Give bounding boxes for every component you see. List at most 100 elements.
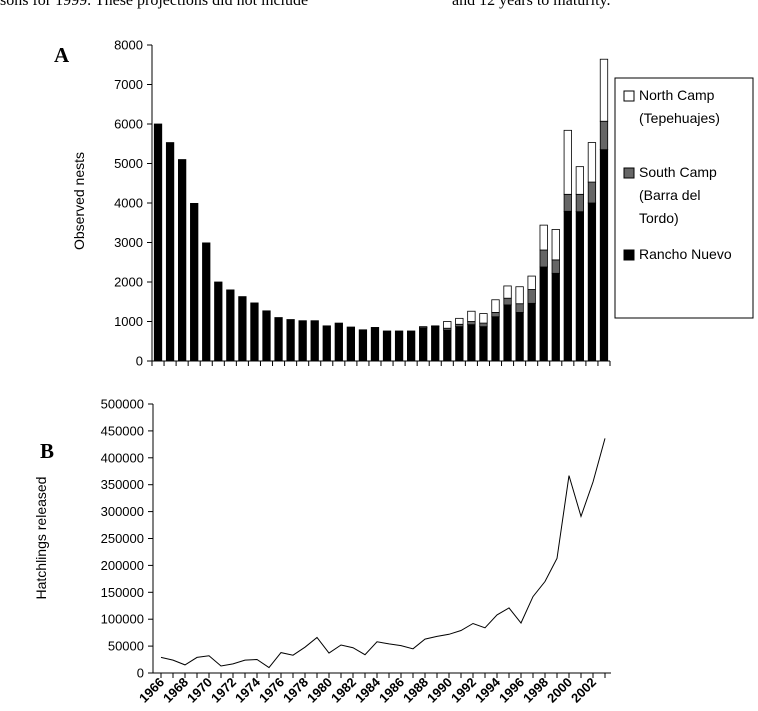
chart-b-x-tick-label: 1976 [256,675,287,706]
chart-a-legend: North Camp (Tepehuajes) South Camp (Barra d… [614,77,754,319]
bar-rancho-nuevo [334,322,343,362]
bar-rancho-nuevo [394,330,404,362]
bar-rancho-nuevo [286,319,295,362]
legend-swatch-north-camp [623,90,635,102]
bar-rancho-nuevo [406,330,416,362]
chart-a-y-tick-label: 3000 [114,235,143,250]
chart-a-nests: A Observed nests 0 1000 2000 3000 4000 5000 60… [54,38,754,369]
chart-b-y-tick-label: 500000 [101,397,144,412]
panel-label-b: B [40,439,54,463]
chart-b-x-tick-label: 1982 [328,675,359,706]
page-text-left: sons for 1999. These projections did not… [0,0,309,9]
chart-a-y-tick-label: 1000 [114,314,143,329]
bar-south-camp [491,312,500,318]
bar-rancho-nuevo [262,310,271,362]
bar-rancho-nuevo [563,210,572,362]
bar-rancho-nuevo [587,202,597,362]
bar-north-camp [575,166,585,195]
chart-b-x-tick-label: 1992 [448,675,479,706]
bar-rancho-nuevo [202,242,211,362]
bar-south-camp [599,120,609,151]
bar-north-camp [455,317,464,325]
bar-rancho-nuevo [431,326,440,362]
bar-south-camp [587,181,597,204]
chart-b-x-tick-label: 1986 [376,675,407,706]
bar-south-camp [551,259,560,274]
legend-label-north-camp: North Camp (Tepehuajes) [639,87,720,126]
bar-rancho-nuevo [382,330,392,362]
chart-b-x-tick-label: 1998 [520,675,551,706]
chart-a-y-tick-label: 0 [136,354,143,369]
chart-b-x-tick-label: 1990 [424,675,455,706]
bar-north-camp [539,224,548,251]
chart-b-y-tick-label: 250000 [101,531,144,546]
chart-b-y-tick-label: 400000 [101,450,144,465]
chart-b-x-tick-label: 1994 [472,674,504,706]
chart-b-x-tick-label: 1970 [184,675,215,706]
legend-label-south-camp: South Camp (Barra del Tordo) [639,164,717,226]
chart-b-y-tick-label: 200000 [101,558,144,573]
bar-north-camp [563,129,572,195]
bar-rancho-nuevo [153,123,163,362]
bar-rancho-nuevo [515,312,524,362]
chart-b-y-tick-label: 150000 [101,585,144,600]
chart-a-y-tick-label: 7000 [114,77,143,92]
bar-rancho-nuevo [298,320,307,362]
chart-b-x-tick-label: 1974 [232,674,264,706]
chart-b-y-tick-label: 0 [137,666,144,681]
bar-south-camp [539,249,548,268]
bar-rancho-nuevo [419,327,428,362]
bar-north-camp [467,310,476,322]
series-line-hatchlings [160,438,606,669]
bar-north-camp [443,321,452,329]
bar-rancho-nuevo [358,329,368,362]
bar-rancho-nuevo [455,326,464,362]
bar-south-camp [527,289,536,304]
bar-north-camp [551,229,560,261]
bar-south-camp [515,303,524,313]
bar-south-camp [419,326,428,329]
chart-a-y-tick-label: 8000 [114,38,143,53]
chart-b-y-tick-label: 350000 [101,477,144,492]
chart-a-y-tick-label: 6000 [114,117,143,132]
page-text-right: and 12 years to maturity. [452,0,611,9]
bar-rancho-nuevo [177,159,187,362]
panel-label-a: A [54,43,70,67]
chart-b-x-tick-label: 1978 [280,675,311,706]
bar-north-camp [587,142,597,183]
chart-b-x-tick-label: 2000 [544,675,575,706]
bar-north-camp [491,299,500,313]
chart-b-y-tick-label: 100000 [101,612,144,627]
bar-rancho-nuevo [214,281,223,362]
bar-south-camp [563,193,572,212]
bar-rancho-nuevo [527,302,536,362]
page-text-fragment: sons for 1999. These projections did not… [0,0,758,12]
bar-rancho-nuevo [443,329,452,362]
bar-north-camp [515,286,524,305]
bar-rancho-nuevo [599,149,609,362]
chart-b-y-axis-label: Hatchlings released [33,477,49,600]
bar-rancho-nuevo [539,266,548,362]
bar-north-camp [599,58,609,122]
chart-b-x-tick-label: 2002 [568,675,599,706]
chart-b-x-tick-label: 1972 [208,675,239,706]
chart-b-hatchlings: B Hatchlings released 0 50000 100000 150000… [33,397,611,706]
bar-rancho-nuevo [503,304,512,362]
bar-north-camp [479,313,488,324]
bar-rancho-nuevo [322,325,331,362]
chart-b-x-tick-label: 1996 [496,675,527,706]
chart-b-y-tick-label: 50000 [108,639,144,654]
bar-rancho-nuevo [575,211,585,362]
bar-rancho-nuevo [190,202,199,362]
bar-rancho-nuevo [467,324,476,362]
legend-frame [614,77,754,319]
bar-rancho-nuevo [370,327,380,362]
bar-north-camp [503,285,512,299]
bar-rancho-nuevo [310,320,319,362]
bar-south-camp [467,321,476,326]
chart-b-x-tick-label: 1968 [160,675,191,706]
legend-label-rancho-nuevo: Rancho Nuevo [639,246,732,262]
chart-b-y-tick-label: 300000 [101,504,144,519]
bar-south-camp [503,297,512,306]
